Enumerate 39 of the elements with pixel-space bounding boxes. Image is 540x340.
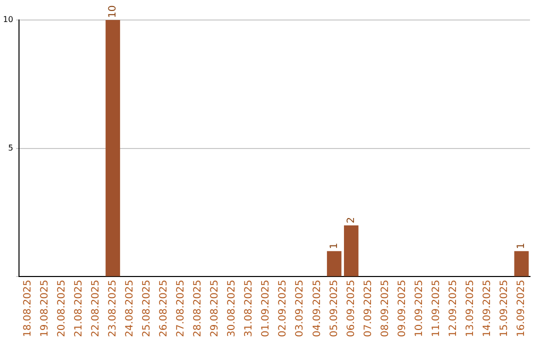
x-tick-label: 29.08.2025 <box>210 280 221 338</box>
x-tick-label: 30.08.2025 <box>226 280 238 338</box>
data-label: 10 <box>107 5 118 18</box>
bar <box>106 20 120 276</box>
x-tick-label: 09.09.2025 <box>396 280 408 338</box>
x-tick-label: 02.09.2025 <box>278 280 289 338</box>
y-tick-label: 5 <box>8 143 14 152</box>
x-tick-label: 06.09.2025 <box>346 280 357 338</box>
data-label: 2 <box>346 217 357 224</box>
x-tick-label: 08.09.2025 <box>380 280 391 338</box>
x-tick-label: 24.08.2025 <box>124 280 136 338</box>
x-tick-label: 13.09.2025 <box>465 280 476 338</box>
x-tick-label: 23.08.2025 <box>107 280 118 338</box>
data-label: 1 <box>328 242 340 250</box>
x-tick-label: 03.09.2025 <box>294 280 306 338</box>
x-tick-label: 05.09.2025 <box>328 280 340 338</box>
x-tick-label: 14.09.2025 <box>482 280 494 338</box>
x-tick-label: 18.08.2025 <box>22 280 34 338</box>
x-tick-label: 27.08.2025 <box>176 280 187 338</box>
x-tick-label: 11.09.2025 <box>430 280 442 338</box>
bar <box>344 225 358 276</box>
bar <box>514 251 529 276</box>
x-tick-label: 07.09.2025 <box>362 280 374 338</box>
x-tick-label: 01.09.2025 <box>260 280 272 338</box>
x-tick-label: 21.08.2025 <box>73 280 84 338</box>
x-tick-label: 20.08.2025 <box>56 280 68 338</box>
x-tick-label: 26.08.2025 <box>158 280 170 338</box>
x-tick-label: 10.09.2025 <box>414 280 425 338</box>
x-tick-label: 25.08.2025 <box>141 280 152 338</box>
x-tick-label: 15.09.2025 <box>499 280 510 338</box>
x-tick-label: 28.08.2025 <box>192 280 204 338</box>
x-tick-label: 16.09.2025 <box>516 280 528 338</box>
x-tick-label: 12.09.2025 <box>448 280 459 338</box>
x-tick-label: 22.08.2025 <box>90 280 102 338</box>
bar <box>326 251 342 276</box>
x-tick-label: 04.09.2025 <box>312 280 323 338</box>
x-tick-label: 19.08.2025 <box>39 280 50 338</box>
x-tick-label: 31.08.2025 <box>244 280 255 338</box>
data-label: 1 <box>516 242 528 250</box>
